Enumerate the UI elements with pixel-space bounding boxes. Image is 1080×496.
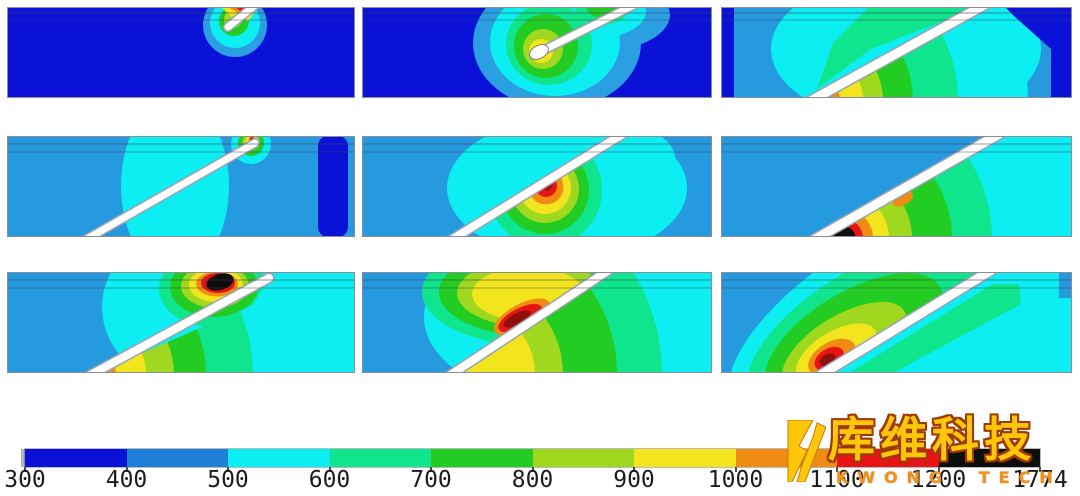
colorbar-tick-mark bbox=[430, 467, 432, 472]
colorbar bbox=[24, 448, 1041, 468]
contour-panel-r1c3 bbox=[721, 7, 1072, 98]
colorbar-tick-label-900: 900 bbox=[613, 467, 655, 493]
colorbar-tick-label-800: 800 bbox=[511, 467, 554, 493]
contour-panel-r2c1 bbox=[7, 136, 355, 237]
colorbar-tick-mark bbox=[125, 467, 128, 472]
contour-panel-r3c2 bbox=[362, 272, 712, 373]
contour-panel-r1c2 bbox=[362, 7, 712, 98]
colorbar-segment-500-600 bbox=[228, 449, 330, 467]
colorbar-segment-300-400 bbox=[25, 449, 127, 467]
logo-cn-text: 库维科技 bbox=[828, 413, 1036, 468]
colorbar-tick-label-1000: 1000 bbox=[707, 467, 764, 493]
colorbar-segment-1200-1774 bbox=[938, 449, 1040, 467]
colorbar-tick-mark bbox=[734, 467, 737, 472]
contour-panel-r2c3 bbox=[721, 136, 1072, 237]
colorbar-segment-400-500 bbox=[126, 449, 228, 467]
colorbar-segment-700-800 bbox=[431, 449, 533, 467]
colorbar-tick-mark bbox=[24, 467, 26, 472]
contour-panel-r3c1 bbox=[7, 272, 355, 373]
contour-panel-r3c3 bbox=[721, 272, 1072, 373]
colorbar-tick-label-400: 400 bbox=[105, 467, 148, 493]
colorbar-segment-900-1000 bbox=[634, 449, 736, 467]
colorbar-segment-800-900 bbox=[532, 449, 634, 467]
logo-en-text: KWONG TECH bbox=[836, 468, 1062, 487]
contour-panel-r2c2 bbox=[362, 136, 712, 237]
contour-panel-r1c1 bbox=[7, 7, 355, 98]
colorbar-segment-600-700 bbox=[329, 449, 431, 467]
colorbar-tick-mark bbox=[227, 467, 229, 472]
colorbar-segment-1100-1200 bbox=[837, 449, 939, 467]
logo-k-icon bbox=[787, 420, 826, 482]
colorbar-tick-label-500: 500 bbox=[207, 467, 249, 493]
colorbar-left-edge bbox=[21, 449, 25, 467]
watermark-logo: 库维科技 KWONG TECH bbox=[784, 414, 1074, 494]
colorbar-tick-label-300: 300 bbox=[4, 467, 46, 493]
colorbar-tick-mark bbox=[633, 467, 635, 472]
colorbar-tick-mark bbox=[531, 467, 534, 472]
colorbar-tick-label-600: 600 bbox=[308, 467, 351, 493]
colorbar-tick-mark bbox=[328, 467, 331, 472]
colorbar-tick-label-700: 700 bbox=[410, 467, 452, 493]
